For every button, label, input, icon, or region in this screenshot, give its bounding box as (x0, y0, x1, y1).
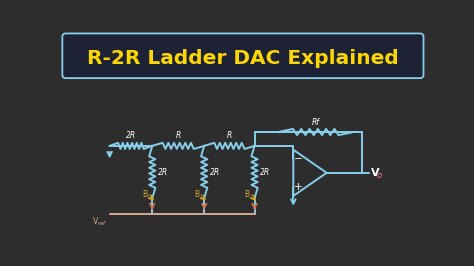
Text: Rf: Rf (312, 118, 319, 127)
Text: 2R: 2R (260, 168, 270, 177)
Text: R: R (175, 131, 181, 140)
Text: V$_{ref}$: V$_{ref}$ (92, 216, 107, 228)
Text: B$_1$: B$_1$ (194, 188, 204, 201)
Text: R-2R Ladder DAC Explained: R-2R Ladder DAC Explained (87, 49, 399, 68)
Text: B$_2$: B$_2$ (245, 188, 255, 201)
Text: 2R: 2R (158, 168, 168, 177)
Text: o: o (377, 171, 382, 180)
Text: −: − (294, 153, 303, 164)
Text: B$_0$: B$_0$ (142, 188, 153, 201)
Text: R: R (227, 131, 232, 140)
Text: 2R: 2R (210, 168, 220, 177)
Text: +: + (294, 182, 303, 192)
Text: 2R: 2R (126, 131, 136, 140)
FancyBboxPatch shape (63, 34, 423, 78)
Text: V: V (371, 168, 379, 178)
